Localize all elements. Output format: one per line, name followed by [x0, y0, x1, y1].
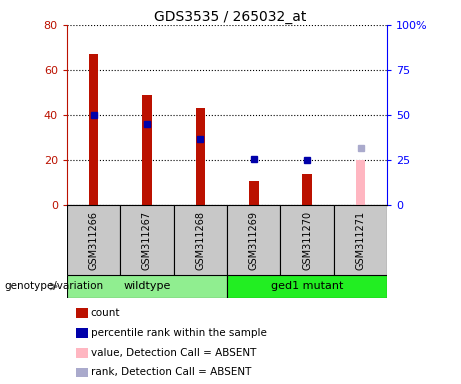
Bar	[280, 205, 334, 275]
Text: GSM311270: GSM311270	[302, 210, 312, 270]
Bar	[227, 205, 280, 275]
Text: GSM311267: GSM311267	[142, 210, 152, 270]
Text: GSM311266: GSM311266	[89, 210, 99, 270]
Bar	[67, 275, 227, 298]
Text: wildtype: wildtype	[123, 281, 171, 291]
Bar	[89, 54, 98, 205]
Bar	[142, 95, 152, 205]
Text: rank, Detection Call = ABSENT: rank, Detection Call = ABSENT	[91, 367, 251, 377]
Text: GDS3535 / 265032_at: GDS3535 / 265032_at	[154, 10, 307, 23]
Text: GSM311269: GSM311269	[249, 210, 259, 270]
Text: GSM311268: GSM311268	[195, 210, 205, 270]
Bar	[334, 205, 387, 275]
Bar	[302, 174, 312, 205]
Text: value, Detection Call = ABSENT: value, Detection Call = ABSENT	[91, 348, 256, 358]
Bar	[249, 180, 259, 205]
Text: percentile rank within the sample: percentile rank within the sample	[91, 328, 267, 338]
Bar	[227, 275, 387, 298]
Bar	[174, 205, 227, 275]
Bar	[356, 161, 366, 205]
Bar	[67, 205, 120, 275]
Bar	[120, 205, 174, 275]
Text: GSM311271: GSM311271	[355, 210, 366, 270]
Text: ged1 mutant: ged1 mutant	[271, 281, 343, 291]
Bar	[195, 108, 205, 205]
Text: count: count	[91, 308, 120, 318]
Text: genotype/variation: genotype/variation	[5, 281, 104, 291]
